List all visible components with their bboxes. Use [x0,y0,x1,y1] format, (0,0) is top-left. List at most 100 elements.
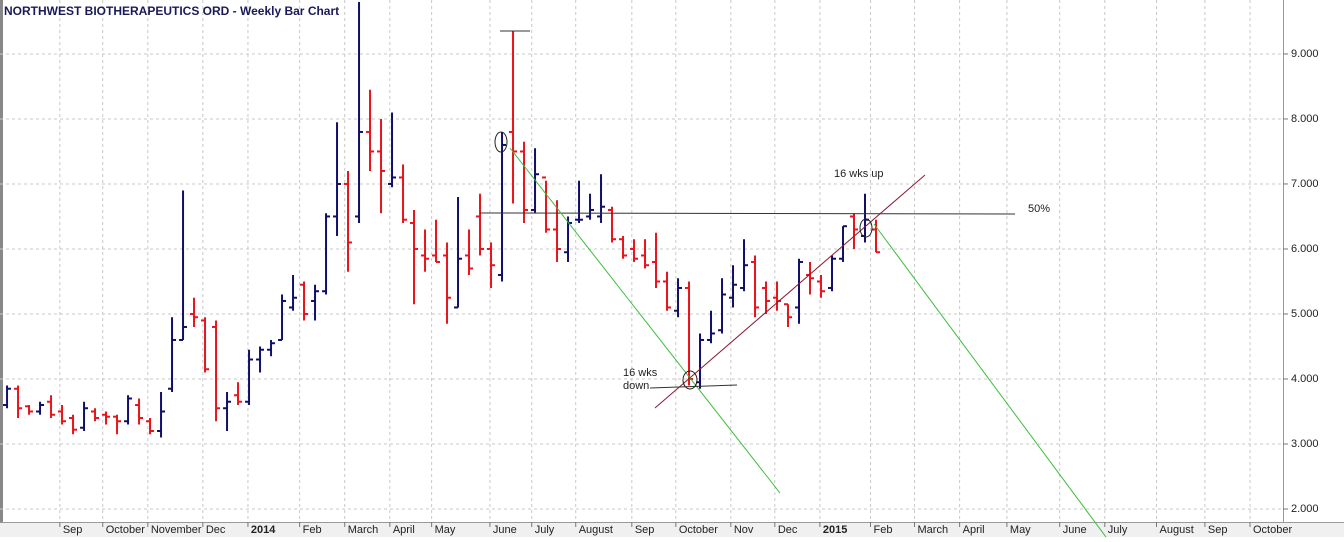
x-tick-label: Dec [206,524,226,536]
trend-line [873,223,1107,538]
ohlc-bar [267,339,276,357]
trend-line [509,147,781,494]
x-tick-label: 2015 [823,524,847,536]
annotation: 16 wks up [834,168,884,180]
x-tick-label: July [1108,524,1128,536]
ohlc-bar [179,190,188,341]
ohlc-bar [762,281,771,314]
ohlc-bar [795,258,804,324]
level-line [479,212,1016,215]
ohlc-bar [432,219,441,263]
ohlc-bar [575,180,584,223]
ohlc-bar [168,317,177,392]
ohlc-bar [300,281,309,321]
ohlc-bar [322,213,331,295]
x-tick-label: August [579,524,613,536]
annotation: down [623,380,649,392]
y-tick-label: 2.000 [1291,503,1319,515]
ohlc-bar [377,118,386,214]
trend-line [654,174,926,409]
x-tick-label: Feb [874,524,893,536]
ohlc-bar [234,382,243,405]
y-tick-label: 5.000 [1291,308,1319,320]
ohlc-bar [542,176,551,233]
ohlc-bar [674,278,683,318]
ohlc-bar [113,414,122,435]
x-tick-label: July [535,524,555,536]
y-tick-label: 6.000 [1291,243,1319,255]
x-tick-label: Nov [734,524,754,536]
circle-marker [682,370,698,390]
ohlc-bar [476,193,485,256]
y-tick-label: 3.000 [1291,438,1319,450]
ohlc-bar [58,404,67,425]
level-line [649,384,738,389]
x-tick-label: October [679,524,718,536]
ohlc-bar [498,131,507,282]
ohlc-bar [289,274,298,311]
y-tick-label: 4.000 [1291,373,1319,385]
ohlc-bar [14,385,23,418]
ohlc-bar [850,213,859,249]
ohlc-bar [641,239,650,269]
x-tick-label: Dec [778,524,798,536]
ohlc-bar [619,235,628,259]
ohlc-bar [388,112,397,188]
ohlc-bar [80,401,89,431]
x-tick-label: March [348,524,379,536]
y-tick-label: 8.000 [1291,113,1319,125]
ohlc-bar [553,200,562,262]
ohlc-bar [410,209,419,305]
ohlc-bar [344,170,353,272]
ohlc-bar [828,255,837,292]
x-tick-label: June [493,524,517,536]
x-tick-label: October [1253,524,1292,536]
ohlc-bar [102,411,111,425]
ohlc-bar [3,385,12,409]
ohlc-bar [212,320,221,422]
circle-marker [859,218,873,238]
ohlc-bar [201,317,210,373]
ohlc-bar [630,239,639,262]
ohlc-bar [465,229,474,275]
x-tick-label: October [106,524,145,536]
ohlc-bar [25,404,34,415]
ohlc-bar [586,193,595,220]
bars [3,1,881,438]
ohlc-bar [421,229,430,272]
x-tick-label: Sep [63,524,83,536]
ohlc-bar [135,398,144,425]
ohlc-bar [124,395,133,425]
ohlc-bar [366,89,375,171]
ohlc-bar [91,408,100,422]
drawings [479,30,1107,538]
x-axis-band [0,522,1344,537]
x-tick-label: April [393,524,415,536]
ohlc-bar [608,206,617,243]
ohlc-bar [729,265,738,308]
ohlc-bar [223,391,232,431]
ohlc-bar [146,417,155,435]
ohlc-bar [872,219,881,254]
ohlc-bar [707,310,716,344]
ohlc-bar [751,255,760,318]
ohlc-bar [520,141,529,223]
ohlc-bar [311,284,320,321]
circle-marker [494,131,508,153]
y-tick-label: 9.000 [1291,48,1319,60]
x-tick-label: November [151,524,202,536]
x-tick-label: Sep [635,524,655,536]
ohlc-bar [839,225,848,262]
ohlc-bar [190,297,199,327]
x-tick-label: April [963,524,985,536]
x-tick-label: Feb [303,524,322,536]
x-tick-label: May [435,524,456,536]
ohlc-bar [718,278,727,334]
ohlc-bar [784,303,793,327]
ohlc-bar [245,349,254,405]
ohlc-bar [509,31,518,204]
y-axis-band [1283,0,1344,522]
annotation: 16 wks [623,367,658,379]
